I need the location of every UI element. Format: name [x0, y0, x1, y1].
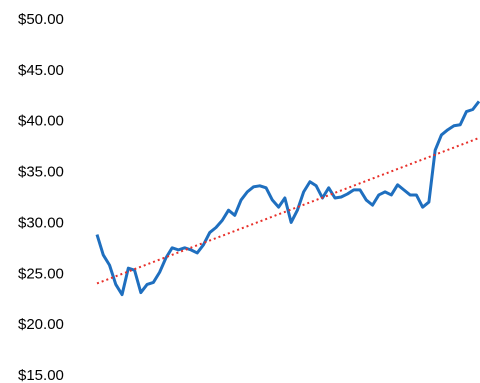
trend-line: [96, 137, 480, 285]
y-tick-label: $30.00: [18, 214, 64, 231]
y-tick-label: $20.00: [18, 316, 64, 333]
y-tick-label: $50.00: [18, 11, 64, 28]
price-line: [95, 100, 480, 297]
y-tick-label: $25.00: [18, 265, 64, 282]
y-tick-label: $40.00: [18, 113, 64, 130]
y-tick-label: $15.00: [18, 367, 64, 383]
y-tick-label: $45.00: [18, 62, 64, 79]
y-tick-label: $35.00: [18, 164, 64, 181]
